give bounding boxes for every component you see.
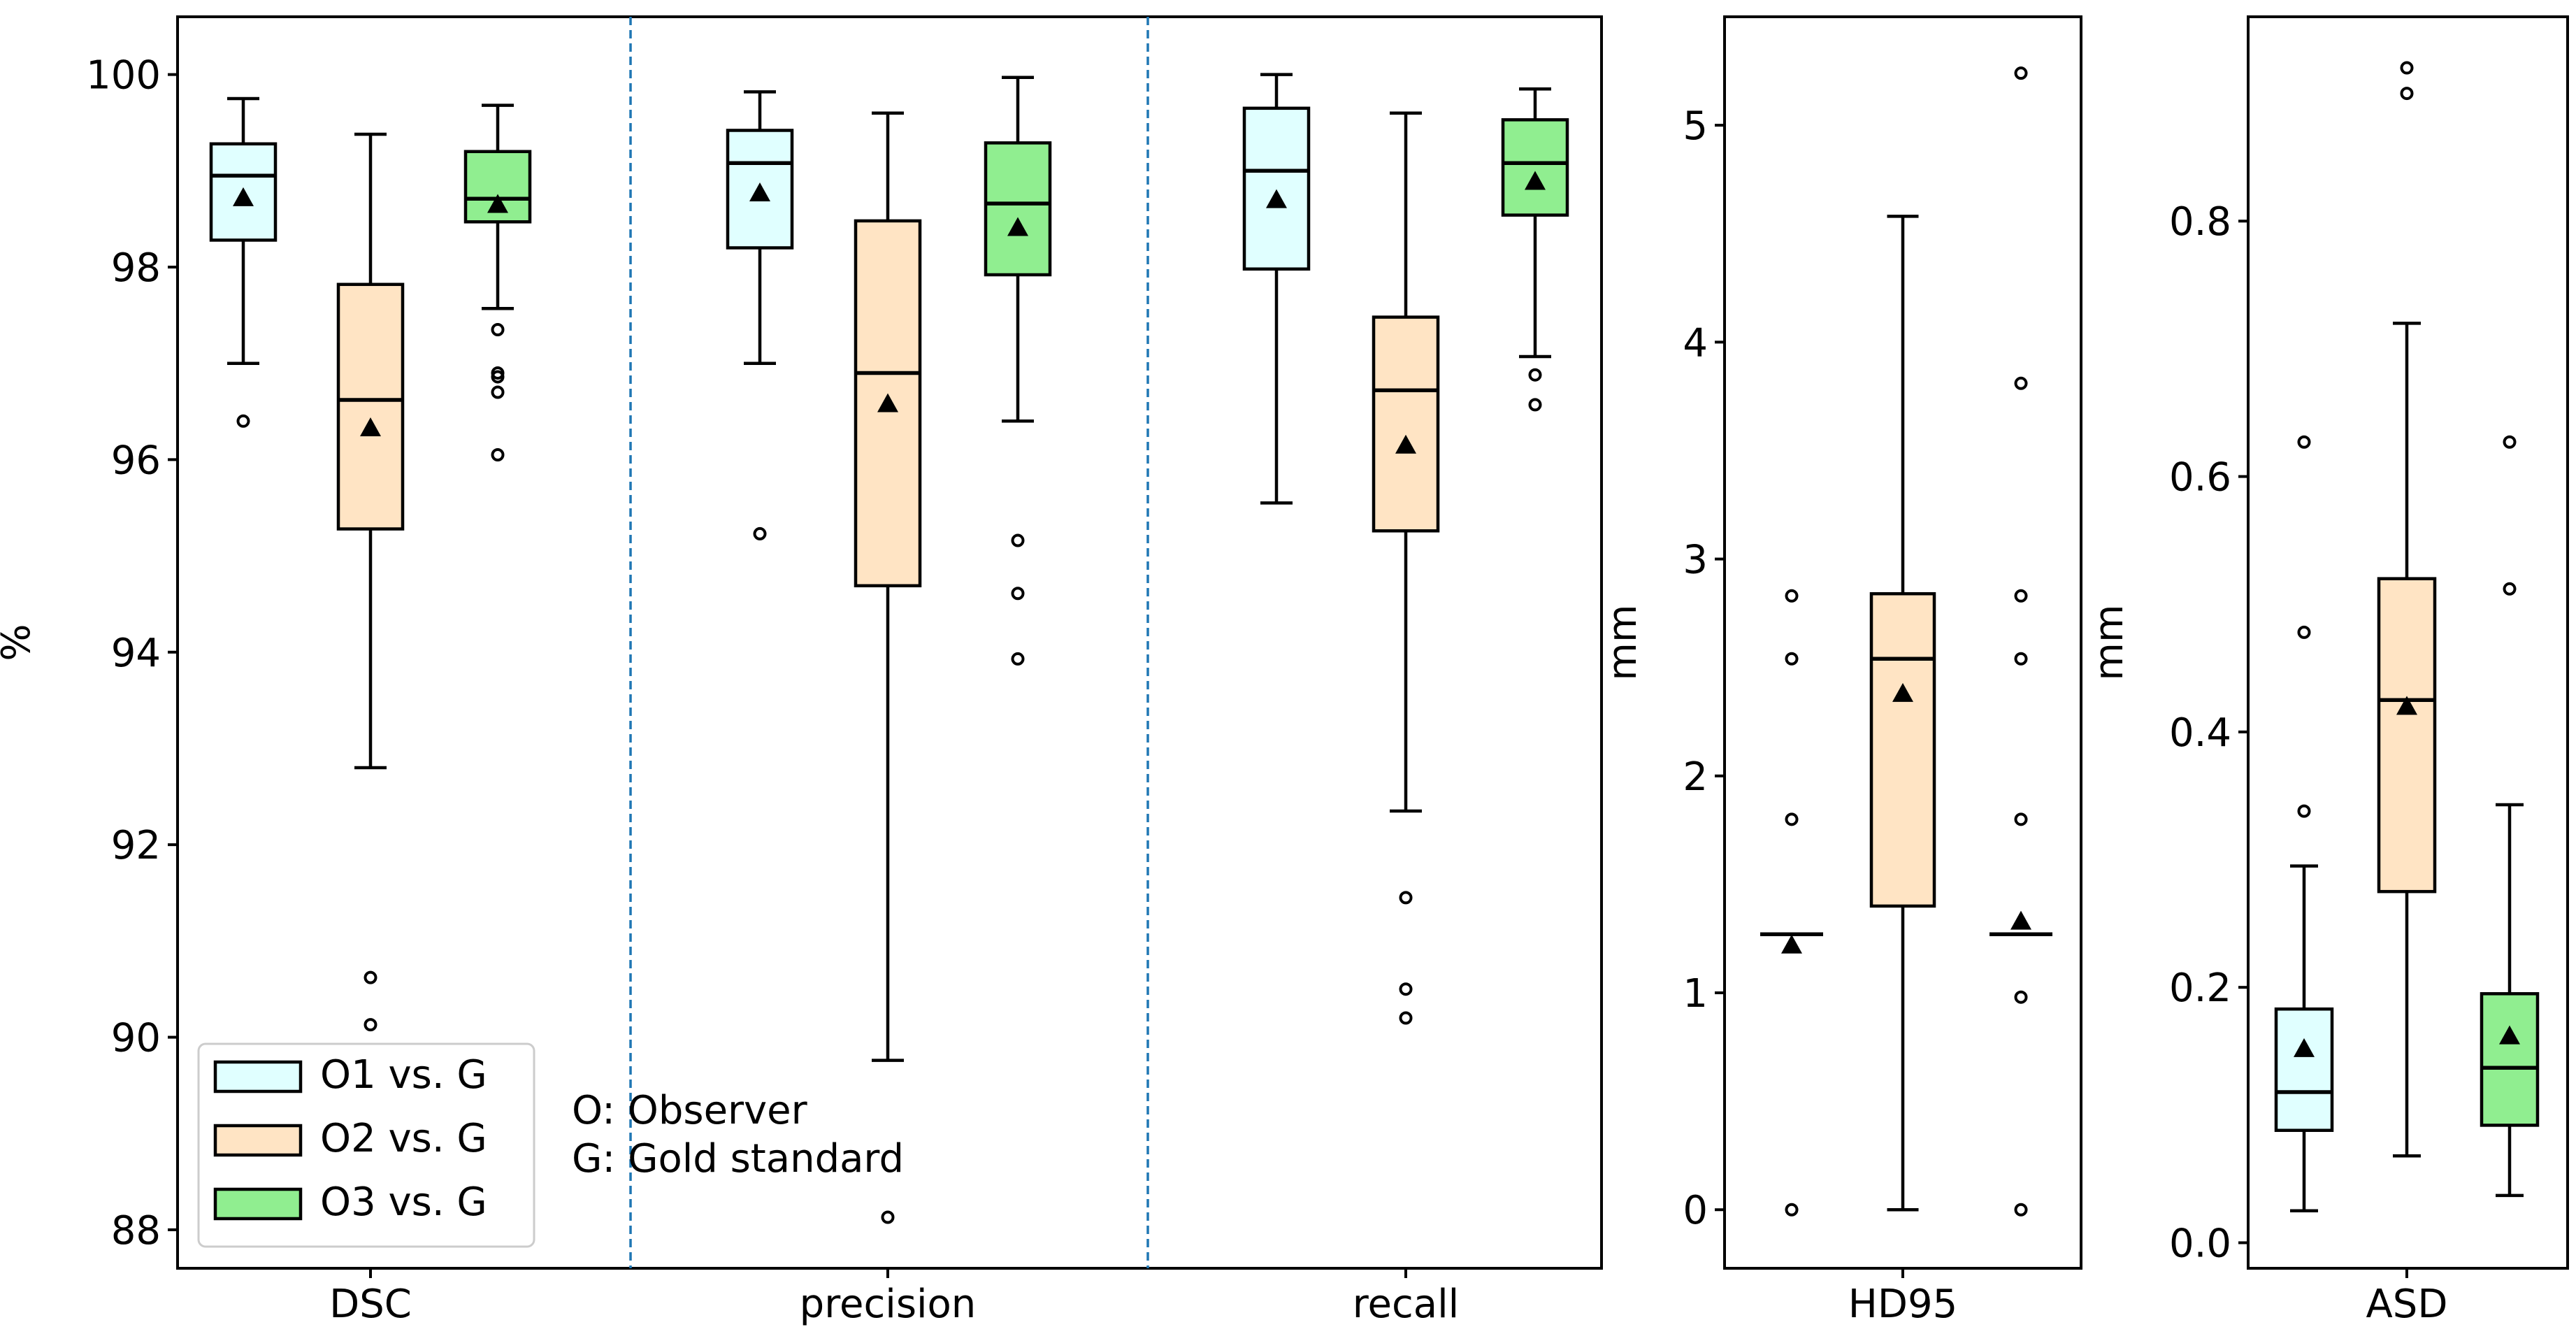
outlier-point	[1785, 1203, 1799, 1217]
legend-label-o1: O1 vs. G	[320, 1052, 487, 1098]
y-tick-label: 96	[111, 438, 161, 483]
y-axis-label: %	[0, 624, 39, 661]
y-tick-label: 2	[1683, 754, 1708, 800]
legend: O1 vs. G O2 vs. G O3 vs. G	[197, 1042, 535, 1248]
y-tick-label: 100	[86, 53, 161, 99]
outlier-point	[1399, 982, 1413, 996]
outlier-point	[1399, 891, 1413, 905]
outlier-point	[1528, 398, 1542, 412]
outlier-point	[753, 526, 767, 540]
box-iqr	[1372, 315, 1440, 533]
legend-swatch-o3	[213, 1187, 303, 1221]
outlier-point	[491, 370, 505, 384]
outlier-point	[491, 323, 505, 336]
y-tick-label: 98	[111, 245, 161, 291]
legend-label-o2: O2 vs. G	[320, 1116, 487, 1161]
outlier-point	[364, 970, 377, 984]
mean-marker	[233, 187, 254, 206]
outlier-point	[364, 1018, 377, 1032]
outlier-point	[1785, 589, 1799, 603]
outlier-point	[1011, 652, 1025, 666]
mean-marker	[1781, 934, 1802, 954]
outlier-point	[2297, 625, 2311, 639]
outlier-point	[2014, 1203, 2028, 1217]
box-iqr	[1242, 106, 1311, 271]
y-tick-label: 0.4	[2169, 710, 2231, 756]
mean-marker	[1266, 189, 1287, 208]
outlier-point	[2014, 652, 2028, 666]
mean-marker	[1892, 682, 1913, 702]
mean-marker	[749, 182, 770, 201]
outlier-point	[2297, 435, 2311, 449]
outlier-point	[881, 1210, 895, 1224]
x-tick-label: ASD	[2366, 1282, 2448, 1327]
y-tick-label: 94	[111, 631, 161, 676]
outlier-point	[1011, 587, 1025, 601]
outlier-point	[2297, 804, 2311, 818]
y-axis-label: mm	[1600, 604, 1646, 680]
y-tick-label: 0.6	[2169, 455, 2231, 501]
outlier-point	[1785, 652, 1799, 666]
outlier-point	[2400, 87, 2414, 101]
y-tick-label: 88	[111, 1208, 161, 1254]
y-tick-label: 3	[1683, 538, 1708, 583]
y-tick-label: 1	[1683, 971, 1708, 1017]
outlier-point	[1785, 812, 1799, 826]
outlier-point	[491, 448, 505, 461]
mean-marker	[2294, 1038, 2315, 1057]
mean-marker	[1007, 217, 1028, 236]
outlier-point	[2014, 812, 2028, 826]
mean-marker	[487, 194, 508, 213]
outlier-point	[1011, 533, 1025, 547]
outlier-point	[2014, 376, 2028, 390]
legend-swatch-o2	[213, 1124, 303, 1157]
mean-marker	[2010, 910, 2031, 930]
y-tick-label: 0.8	[2169, 199, 2231, 245]
legend-note-observer: O: Observer	[572, 1088, 808, 1133]
box-iqr	[2480, 992, 2540, 1127]
x-tick-label: HD95	[1848, 1282, 1958, 1327]
axes-frame-percent	[176, 15, 1603, 1270]
mean-marker	[1525, 171, 1546, 190]
y-tick-label: 90	[111, 1016, 161, 1061]
x-tick-label: precision	[800, 1282, 977, 1327]
y-tick-label: 92	[111, 823, 161, 868]
box-iqr	[2274, 1007, 2334, 1132]
box-iqr	[336, 282, 405, 531]
y-tick-label: 5	[1683, 103, 1708, 149]
y-axis-label: mm	[2087, 604, 2132, 680]
x-tick-label: recall	[1353, 1282, 1459, 1327]
outlier-point	[2400, 61, 2414, 75]
outlier-point	[2503, 435, 2517, 449]
plot-layer: 88 90 92 94 96 98 100% DSC precision recall 0 1 2 3 4 5…	[0, 15, 2569, 1327]
legend-swatch-o1	[213, 1060, 303, 1093]
mean-marker	[2499, 1025, 2520, 1045]
legend-note-gold-standard: G: Gold standard	[572, 1136, 904, 1182]
outlier-point	[491, 385, 505, 399]
outlier-point	[1528, 368, 1542, 382]
legend-label-o3: O3 vs. G	[320, 1179, 487, 1225]
y-tick-label: 0	[1683, 1188, 1708, 1233]
outlier-point	[2014, 990, 2028, 1004]
outlier-point	[1399, 1011, 1413, 1025]
box-iqr	[2377, 577, 2437, 894]
box-iqr	[984, 141, 1052, 277]
y-tick-label: 0.0	[2169, 1221, 2231, 1266]
mean-marker	[360, 417, 381, 436]
mean-marker	[877, 393, 898, 413]
mean-marker	[1395, 434, 1416, 454]
y-tick-label: 0.2	[2169, 966, 2231, 1011]
outlier-point	[236, 414, 250, 428]
outlier-point	[2014, 589, 2028, 603]
box-iqr	[1869, 591, 1936, 908]
mean-marker	[2396, 696, 2417, 715]
y-tick-label: 4	[1683, 320, 1708, 366]
outlier-point	[2014, 66, 2028, 80]
box-iqr	[1501, 118, 1569, 217]
x-tick-label: DSC	[329, 1282, 412, 1327]
outlier-point	[2503, 582, 2517, 596]
